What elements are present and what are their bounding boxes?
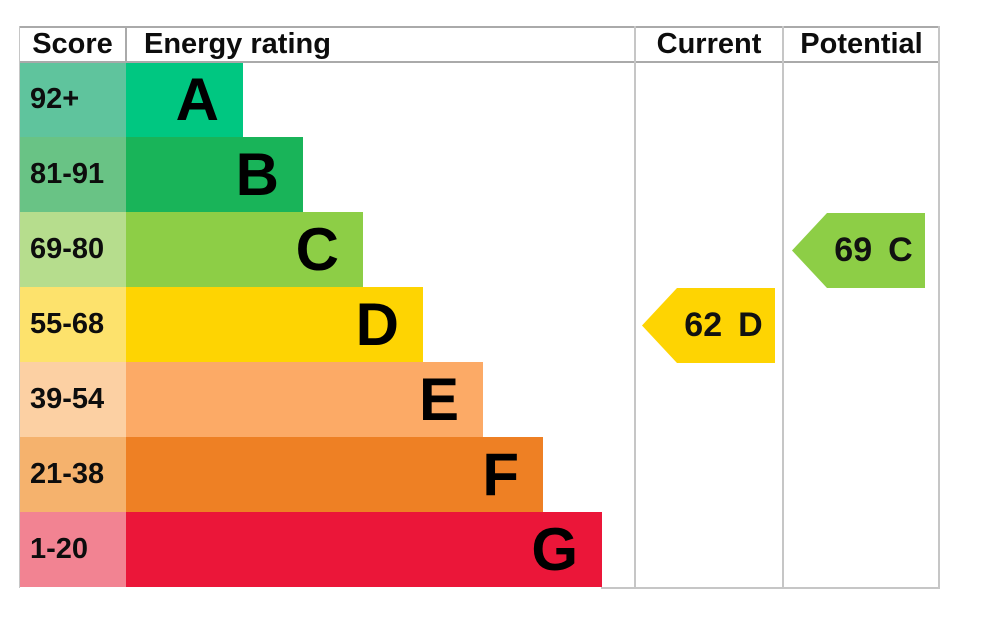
band-bar-f: F	[126, 437, 543, 512]
score-range-c: 69-80	[19, 212, 126, 287]
band-row-a: 92+ A	[19, 62, 940, 137]
band-bar-e: E	[126, 362, 483, 437]
band-bar-a: A	[126, 62, 243, 137]
potential-rating-letter: C	[888, 231, 913, 269]
band-row-f: 21-38 F	[19, 437, 940, 512]
band-letter-e: E	[418, 365, 459, 433]
band-bar-b: B	[126, 137, 303, 212]
current-column-divider	[634, 26, 636, 589]
table-bottom-border	[601, 587, 940, 589]
score-range-d: 55-68	[19, 287, 126, 362]
band-row-g: 1-20 G	[19, 512, 940, 587]
score-range-g: 1-20	[19, 512, 126, 587]
score-range-e: 39-54	[19, 362, 126, 437]
header-bottom-border	[19, 61, 940, 63]
band-letter-d: D	[355, 290, 399, 358]
potential-column-divider	[782, 26, 784, 589]
score-column-divider	[125, 26, 127, 63]
band-letter-c: C	[295, 215, 339, 283]
score-range-b: 81-91	[19, 137, 126, 212]
band-letter-f: F	[482, 440, 519, 508]
band-letter-b: B	[235, 140, 279, 208]
energy-rating-column-header: Energy rating	[144, 28, 331, 60]
potential-score-value: 69	[834, 231, 873, 269]
band-bar-d: D	[126, 287, 423, 362]
current-score-value: 62	[684, 306, 723, 344]
current-column-header: Current	[656, 28, 762, 60]
score-range-f: 21-38	[19, 437, 126, 512]
band-rows: 92+ A 81-91 B 69-80 C 55-68 D 39-54	[19, 62, 940, 587]
table-top-border	[19, 26, 940, 28]
score-range-a: 92+	[19, 62, 126, 137]
table-right-border	[938, 26, 940, 589]
band-letter-a: A	[175, 65, 219, 133]
band-letter-g: G	[531, 515, 578, 583]
table-left-border	[19, 26, 20, 588]
score-column-header: Score	[32, 28, 113, 60]
potential-column-header: Potential	[800, 28, 923, 60]
chart-header-row: Score Energy rating Current Potential	[19, 26, 940, 62]
band-row-c: 69-80 C	[19, 212, 940, 287]
band-bar-g: G	[126, 512, 602, 587]
band-bar-c: C	[126, 212, 363, 287]
band-row-b: 81-91 B	[19, 137, 940, 212]
band-row-d: 55-68 D	[19, 287, 940, 362]
current-rating-letter: D	[738, 306, 763, 344]
band-row-e: 39-54 E	[19, 362, 940, 437]
